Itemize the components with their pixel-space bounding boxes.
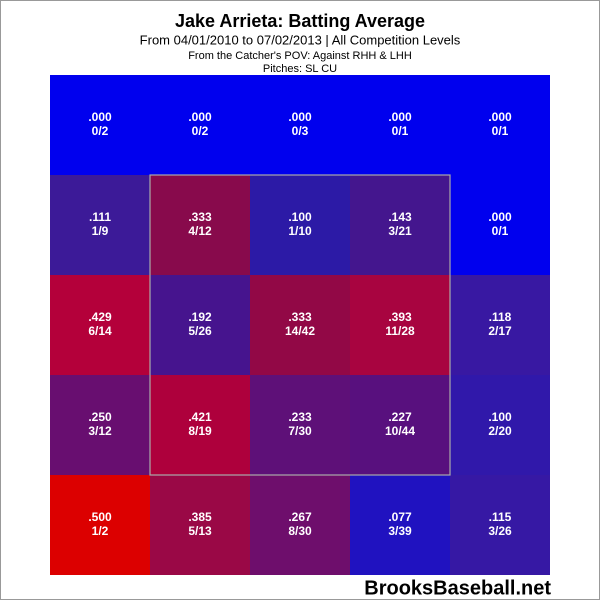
cell-value-label: .385 [188,510,212,524]
cell-value-label: .333 [188,210,212,224]
cell [50,475,150,575]
cell [150,75,250,175]
cell-value-label: .000 [388,110,412,124]
cell-count-label: 8/19 [188,424,212,438]
perspective: From the Catcher's POV: Against RHH & LH… [188,50,412,62]
cell-value-label: .000 [88,110,112,124]
cell-value-label: .118 [489,310,512,324]
cell [450,375,550,475]
watermark: BrooksBaseball.net [364,577,551,599]
cell-value-label: .100 [288,210,312,224]
cell-value-label: .333 [288,310,312,324]
cell-count-label: 10/44 [385,424,415,438]
cell-value-label: .111 [89,210,111,224]
cell [350,75,450,175]
cell-value-label: .000 [288,110,312,124]
cell [350,275,450,375]
cell [250,375,350,475]
cell-count-label: 2/20 [488,424,512,438]
cell [150,375,250,475]
cell-count-label: 0/1 [492,224,509,238]
cell [250,475,350,575]
cell-count-label: 0/1 [492,124,509,138]
cell-count-label: 1/10 [288,224,312,238]
cell [450,475,550,575]
cell-value-label: .267 [288,510,312,524]
cell-count-label: 1/2 [92,524,109,538]
cell-count-label: 1/9 [92,224,109,238]
cell-value-label: .192 [188,310,212,324]
cell-value-label: .000 [488,110,512,124]
cell-count-label: 0/3 [292,124,309,138]
cell-count-label: 3/26 [488,524,512,538]
cell-count-label: 7/30 [288,424,312,438]
cell-count-label: 0/2 [192,124,209,138]
cell-count-label: 4/12 [188,224,212,238]
chart-title: Jake Arrieta: Batting Average [175,11,425,31]
cell [350,375,450,475]
cell [50,175,150,275]
cell [150,275,250,375]
cell-value-label: .000 [488,210,512,224]
cell [50,375,150,475]
cell [150,175,250,275]
cell-value-label: .429 [88,310,112,324]
cell-count-label: 2/17 [488,324,512,338]
cell-value-label: .393 [388,310,412,324]
cell-count-label: 3/12 [88,424,112,438]
heatmap: .0000/2.0000/2.0000/3.0000/1.0000/1.1111… [50,75,550,575]
cell-value-label: .421 [188,410,212,424]
cell [450,175,550,275]
strike-zone [149,174,451,476]
cell-count-label: 14/42 [285,324,315,338]
cell-count-label: 6/14 [88,324,112,338]
cell [150,475,250,575]
cell-count-label: 5/13 [188,524,212,538]
cell [250,175,350,275]
chart-subtitle: From 04/01/2010 to 07/02/2013 | All Comp… [140,32,461,47]
cell-value-label: .000 [188,110,212,124]
cell-value-label: .143 [388,210,412,224]
cell-value-label: .115 [489,510,512,524]
cell [250,75,350,175]
cell-count-label: 3/21 [388,224,412,238]
cell [450,275,550,375]
cell-value-label: .233 [288,410,312,424]
cell-value-label: .250 [88,410,112,424]
cell-value-label: .077 [388,510,412,524]
cell-count-label: 5/26 [188,324,212,338]
cell-value-label: .500 [88,510,112,524]
cell-value-label: .227 [388,410,412,424]
cell-value-label: .100 [488,410,512,424]
cell [50,75,150,175]
cell [50,275,150,375]
pitches: Pitches: SL CU [263,63,337,75]
cell-count-label: 0/1 [392,124,409,138]
cell-count-label: 8/30 [288,524,312,538]
cell-count-label: 3/39 [388,524,412,538]
cell [450,75,550,175]
cell [250,275,350,375]
cell-count-label: 11/28 [385,324,415,338]
cell [350,475,450,575]
cell-count-label: 0/2 [92,124,109,138]
cell [350,175,450,275]
